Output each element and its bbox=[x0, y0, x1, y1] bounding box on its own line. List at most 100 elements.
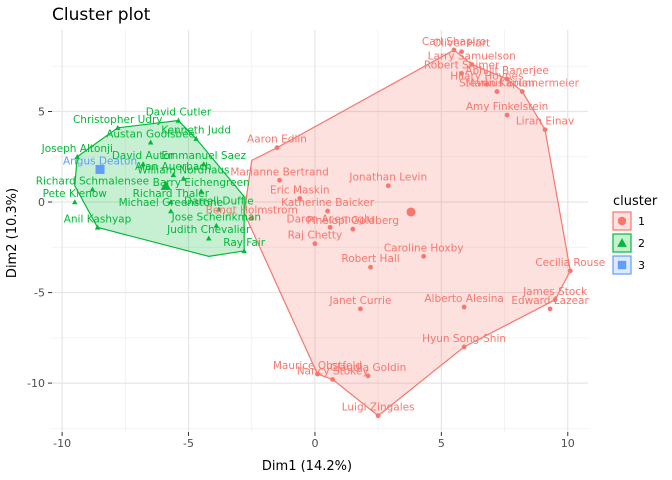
point-label-claudia-goldin: Claudia Goldin bbox=[330, 362, 406, 374]
point-label-pete-klenow: Pete Klenow bbox=[43, 188, 108, 200]
point-raj-chetty bbox=[312, 241, 318, 247]
x-tick-label: 10 bbox=[561, 437, 575, 450]
cluster-3-centroid bbox=[95, 164, 105, 174]
point-eric-maskin bbox=[297, 196, 303, 201]
point-richard-schmalensee bbox=[89, 186, 96, 192]
plot-panel bbox=[52, 30, 588, 432]
point-label-aaron-edlin: Aaron Edlin bbox=[247, 134, 307, 146]
centroid-layer bbox=[95, 164, 416, 217]
point-label-ray-fair: Ray Fair bbox=[223, 237, 265, 249]
point-abhijit-banerjee bbox=[504, 76, 510, 82]
point-edward-lazear bbox=[547, 306, 553, 312]
point-label-hyun-song-shin: Hyun Song-Shin bbox=[422, 333, 506, 345]
point-label-christopher-udry: Christopher Udry bbox=[73, 114, 163, 126]
point-label-pinelopi-goldberg: Pinelopi Goldberg bbox=[307, 215, 399, 227]
point-label-liran-einav: Liran Einav bbox=[516, 116, 574, 128]
panel-background bbox=[52, 30, 588, 432]
x-tick-label: -5 bbox=[183, 437, 194, 450]
point-hyun-song-shin bbox=[461, 344, 467, 350]
point-layer bbox=[71, 47, 573, 419]
point-maurice-obstfeld bbox=[315, 371, 320, 377]
point-label-steven-kaplan: Steven Kaplan bbox=[459, 78, 535, 90]
point-label-anil-kashyap: Anil Kashyap bbox=[64, 213, 132, 225]
point-pinelopi-goldberg bbox=[350, 226, 356, 232]
point-label-darrell-duffie: Darrell Duffie bbox=[184, 195, 254, 207]
legend-title: cluster bbox=[613, 194, 658, 209]
point-label-katherine-baicker: Katherine Baicker bbox=[281, 197, 375, 209]
chart-title: Cluster plot bbox=[52, 5, 151, 25]
point-label-richard-thaler: Richard Thaler bbox=[133, 188, 210, 200]
point-label-jose-scheinkman: Jose Scheinkman bbox=[171, 212, 261, 224]
point-label-carl-shapiro: Carl Shapiro bbox=[422, 36, 486, 48]
point-amy-finkelstein bbox=[504, 112, 510, 118]
point-william-nordhaus bbox=[180, 175, 187, 181]
point-label-marianne-bertrand: Marianne Bertrand bbox=[230, 166, 328, 178]
point-steven-kaplan bbox=[494, 89, 500, 94]
legend-symbol-3 bbox=[617, 260, 627, 270]
point-claudia-goldin bbox=[365, 373, 371, 379]
y-tick-label: -10 bbox=[27, 377, 45, 390]
point-pete-klenow bbox=[71, 199, 78, 205]
point-label-maurice-obstfeld: Maurice Obstfeld bbox=[273, 360, 362, 372]
y-axis-title: Dim2 (10.3%) bbox=[5, 188, 20, 278]
point-robert-shimer bbox=[459, 71, 464, 76]
point-label-william-nordhaus: William Nordhaus bbox=[137, 164, 229, 176]
point-emmanuel-saez bbox=[200, 161, 207, 167]
point-label-alberto-alesina: Alberto Alesina bbox=[424, 293, 503, 305]
point-label-robert-shimer: Robert Shimer bbox=[424, 59, 500, 71]
point-caroline-hoxby bbox=[421, 253, 427, 259]
legend: cluster 1 2 3 bbox=[612, 194, 658, 275]
x-axis-title: Dim1 (14.2%) bbox=[262, 459, 352, 474]
point-label-caroline-hoxby: Caroline Hoxby bbox=[384, 242, 464, 254]
point-hilary-hoynes bbox=[484, 81, 490, 87]
point-aaron-edlin bbox=[274, 145, 280, 151]
y-tick-label: 0 bbox=[38, 196, 45, 209]
point-label-michael-greenstone: Michael Greenstone bbox=[119, 197, 223, 209]
legend-symbol-1 bbox=[617, 216, 627, 226]
cluster-1-centroid bbox=[406, 207, 416, 217]
point-bengt-holmstrom bbox=[249, 215, 255, 221]
point-label-nancy-stokey: Nancy Stokey bbox=[297, 365, 369, 377]
point-label-richard-schmalensee: Richard Schmalensee bbox=[36, 175, 149, 187]
point-label-cecilia-rouse: Cecilia Rouse bbox=[535, 257, 605, 269]
point-label-eric-maskin: Eric Maskin bbox=[270, 184, 330, 196]
cluster-2-hull bbox=[74, 119, 245, 257]
legend-symbol-2 bbox=[617, 238, 627, 247]
x-tick-label: 5 bbox=[438, 437, 445, 450]
point-label-bengt-holmstrom: Bengt Holmstrom bbox=[206, 204, 298, 216]
x-tick-label: -10 bbox=[53, 437, 71, 450]
legend-label-3: 3 bbox=[638, 259, 645, 272]
point-label-amy-finkelstein: Amy Finkelstein bbox=[466, 101, 549, 113]
point-robert-hall bbox=[368, 264, 373, 270]
point-label-oliver-hart: Oliver Hart bbox=[433, 38, 490, 50]
y-tick-label: -5 bbox=[34, 287, 45, 300]
point-oliver-hart bbox=[459, 49, 464, 55]
point-label-angus-deaton: Angus Deaton bbox=[63, 155, 137, 167]
point-austan-goolsbee bbox=[147, 139, 154, 145]
point-david-cutler bbox=[175, 117, 182, 123]
point-david-autor bbox=[140, 161, 146, 167]
point-label-markus-brunnermeier: Markus Brunnermeier bbox=[466, 78, 580, 90]
point-jonathan-levin bbox=[385, 183, 391, 189]
point-daron-acemoglu bbox=[327, 224, 333, 230]
legend-label-1: 1 bbox=[638, 215, 645, 228]
hull-layer bbox=[74, 49, 571, 417]
point-katherine-baicker bbox=[325, 208, 330, 214]
x-tick-label: 0 bbox=[311, 437, 318, 450]
point-label-robert-hall: Robert Hall bbox=[341, 253, 399, 265]
point-judith-chevalier bbox=[205, 235, 212, 241]
point-jose-scheinkman bbox=[213, 222, 220, 228]
point-label-judith-chevalier: Judith Chevalier bbox=[166, 224, 251, 236]
point-label-david-autor: David Autor bbox=[112, 150, 175, 162]
point-joseph-altonji bbox=[74, 153, 81, 159]
point-label-jonathan-levin: Jonathan Levin bbox=[348, 172, 427, 184]
point-barry-eichengreen bbox=[198, 188, 204, 194]
point-markus-brunnermeier bbox=[519, 89, 525, 94]
point-larry-samuelson bbox=[469, 62, 475, 67]
point-label-alan-auerbach: Alan Auerbach bbox=[135, 161, 212, 173]
point-darrell-duffie bbox=[216, 206, 222, 212]
point-label-david-cutler: David Cutler bbox=[146, 107, 212, 119]
point-ray-fair bbox=[241, 248, 247, 254]
